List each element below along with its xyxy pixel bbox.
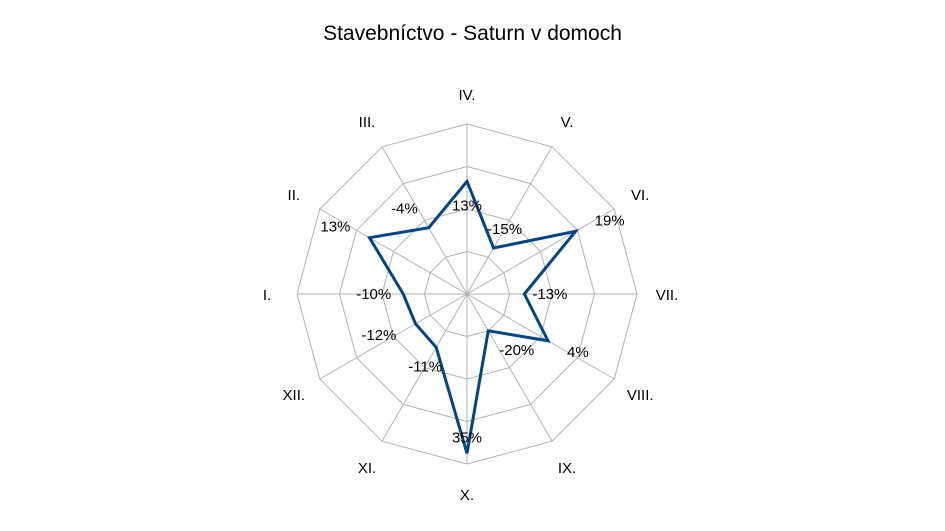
- data-label: -20%: [499, 342, 534, 359]
- data-label: -13%: [532, 286, 567, 303]
- category-label: XI.: [358, 460, 376, 477]
- data-label: 35%: [452, 429, 482, 446]
- data-label: -15%: [487, 221, 522, 238]
- grid-spoke: [319, 293, 468, 380]
- data-label: 19%: [595, 212, 625, 229]
- data-label: 13%: [320, 219, 350, 236]
- data-label: 13%: [452, 197, 482, 214]
- data-label: -10%: [356, 286, 391, 303]
- data-label: -4%: [391, 201, 418, 218]
- category-label: XII.: [283, 387, 306, 404]
- category-label: IV.: [459, 87, 476, 104]
- data-label: -12%: [361, 327, 396, 344]
- grid-spoke: [466, 293, 615, 380]
- grid-spoke: [466, 146, 553, 295]
- grid-spoke: [381, 293, 468, 442]
- data-label: 4%: [567, 344, 589, 361]
- category-label: X.: [460, 487, 474, 504]
- category-label: VII.: [656, 287, 679, 304]
- grid-spoke: [466, 208, 615, 295]
- category-label: VI.: [631, 187, 649, 204]
- grid-spoke: [319, 208, 468, 295]
- series-line: [367, 178, 580, 454]
- grid-spoke: [466, 293, 553, 442]
- data-label: -11%: [408, 358, 442, 375]
- radar-series: [367, 178, 580, 454]
- chart-title: Stavebníctvo - Saturn v domoch: [323, 22, 622, 45]
- category-label: I.: [263, 287, 271, 304]
- grid-spoke: [381, 146, 468, 295]
- category-label: III.: [359, 114, 376, 131]
- radar-labels: I. II. III. IV. V. VI. VII. VIII. IX. X. XI. XII. -1…: [263, 87, 678, 504]
- category-label: VIII.: [627, 387, 654, 404]
- category-label: II.: [288, 187, 301, 204]
- radar-grid: [296, 123, 638, 465]
- category-label: IX.: [558, 460, 576, 477]
- category-label: V.: [561, 114, 574, 131]
